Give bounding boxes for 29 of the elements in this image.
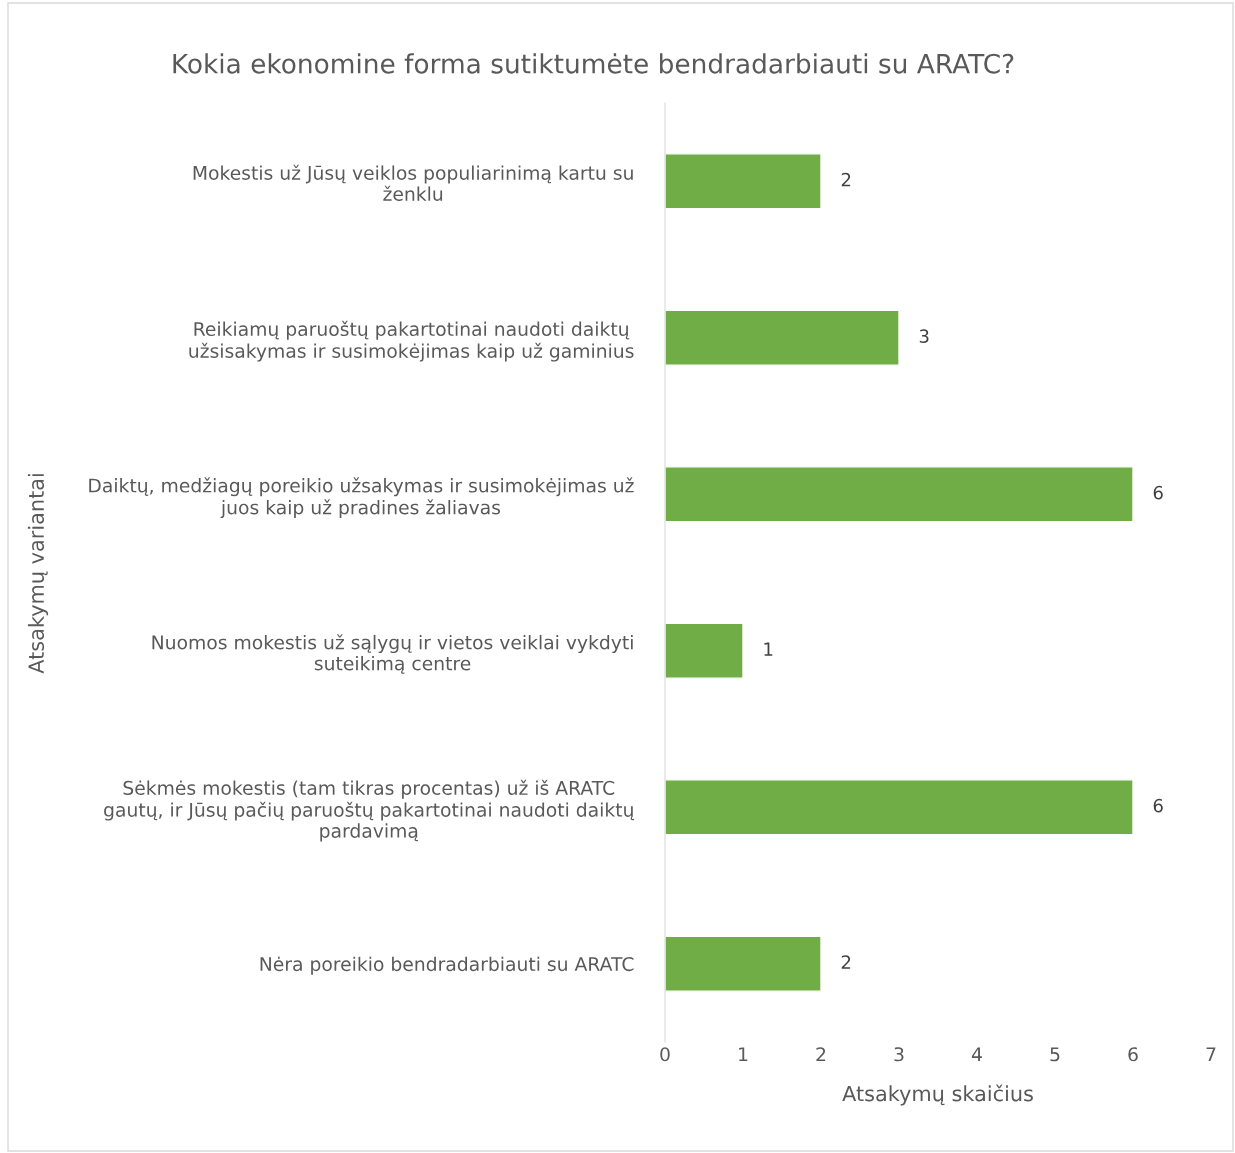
y-tick-label: Reikiamų paruoštų pakartotinai naudoti daiktų užsisakymas ir susimokėjimas kaip už gaminius (189, 320, 634, 362)
data-label: 6 (1153, 485, 1163, 500)
bar (665, 153, 822, 210)
data-label: 2 (841, 172, 851, 187)
data-label: 3 (919, 329, 929, 343)
y-tick-label: Sėkmės mokestis (tam tikras procentas) už iš ARATC gautų, ir Jūsų pačių paruoštų pakartotinai naudoti daiktų pardavimą (104, 779, 635, 842)
bar (665, 779, 1134, 836)
x-tick-label: 4 (971, 1047, 982, 1062)
x-tick-label: 6 (1128, 1047, 1138, 1062)
y-tick-label: Nėra poreikio bendradarbiauti su ARATC (260, 956, 634, 975)
x-tick-label: 5 (1050, 1047, 1060, 1062)
x-tick-label: 0 (660, 1047, 670, 1062)
y-tick-label: Nuomos mokestis už sąlygų ir vietos veiklai vykdyti suteikimą centre (152, 634, 633, 674)
bar (665, 622, 744, 679)
bar (665, 935, 822, 992)
x-tick-label: 2 (816, 1047, 826, 1062)
y-axis-title: Atsakymų variantai (27, 474, 49, 674)
data-label: 6 (1153, 798, 1163, 813)
x-tick-label: 7 (1206, 1047, 1216, 1062)
data-label: 1 (764, 642, 773, 656)
x-tick-label: 3 (894, 1047, 904, 1062)
y-tick-label: Mokestis už Jūsų veiklos populiarinimą kartu su ženklu (193, 164, 633, 201)
x-axis-title: Atsakymų skaičius (842, 1084, 1033, 1106)
y-tick-label: Daiktų, medžiagų poreikio užsakymas ir susimokėjimas už juos kaip už pradines žaliavas (89, 477, 634, 519)
bar (665, 466, 1134, 523)
x-tick-label: 1 (739, 1047, 748, 1062)
bar (665, 309, 900, 366)
data-label: 2 (841, 955, 851, 969)
chart-title: Kokia ekonomine forma sutiktumėte bendradarbiauti su ARATC? (173, 53, 1014, 74)
